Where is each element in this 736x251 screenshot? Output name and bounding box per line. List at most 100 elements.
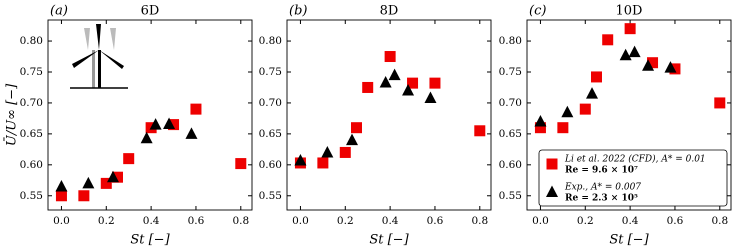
triangle-marker xyxy=(379,76,392,88)
x-tick-label: 0.0 xyxy=(292,215,309,227)
square-marker xyxy=(669,63,681,75)
square-marker xyxy=(168,119,180,131)
triangle-marker xyxy=(294,153,307,166)
square-marker xyxy=(647,57,659,69)
x-tick-label: 0.2 xyxy=(337,215,354,227)
plot-frame xyxy=(286,19,492,211)
triangle-marker xyxy=(149,118,162,130)
y-tick-label: 0.65 xyxy=(499,128,522,140)
x-tick-label: 0.6 xyxy=(667,215,684,227)
turbine-tower xyxy=(92,50,95,88)
triangle-marker xyxy=(140,131,153,144)
y-tick-label: 0.60 xyxy=(259,159,282,171)
x-tick-label: 0.8 xyxy=(232,215,249,227)
square-marker xyxy=(339,146,351,158)
y-tick-label: 0.70 xyxy=(259,97,282,109)
square-marker xyxy=(557,122,569,134)
triangle-marker xyxy=(388,68,401,81)
y-tick-label: 0.60 xyxy=(499,159,522,171)
x-tick-label: 0.4 xyxy=(143,215,160,227)
y-tick-label: 0.80 xyxy=(20,35,43,47)
triangle-marker xyxy=(619,48,632,61)
y-tick-label: 0.80 xyxy=(499,35,522,47)
square-marker xyxy=(624,23,636,35)
panel-label: (c) xyxy=(529,4,546,19)
square-marker xyxy=(350,122,362,134)
panel-label: (a) xyxy=(50,4,68,19)
triangle-marker xyxy=(534,114,547,127)
x-axis-label: St [−] xyxy=(369,233,409,248)
y-tick-label: 0.70 xyxy=(499,97,522,109)
y-tick-label: 0.60 xyxy=(20,159,43,171)
y-tick-label: 0.55 xyxy=(20,190,43,202)
turbine-icon xyxy=(70,24,128,89)
x-tick-label: 0.6 xyxy=(427,215,444,227)
y-tick-label: 0.55 xyxy=(259,190,282,202)
chart-title: 6D xyxy=(141,4,160,19)
triangle-marker xyxy=(586,87,599,99)
x-tick-label: 0.8 xyxy=(711,215,728,227)
triangle-marker xyxy=(82,176,95,189)
y-tick-label: 0.70 xyxy=(20,97,43,109)
legend-box xyxy=(538,149,728,207)
y-tick-label: 0.80 xyxy=(259,35,282,47)
x-tick-label: 0.0 xyxy=(532,215,549,227)
triangle-marker xyxy=(321,145,334,158)
square-marker xyxy=(602,34,614,46)
square-marker xyxy=(55,190,67,202)
triangle-marker xyxy=(185,127,198,139)
square-marker xyxy=(579,103,591,115)
plot-frame xyxy=(526,19,732,211)
legend-label: Re = 9.6 × 10⁷ xyxy=(565,166,638,176)
y-tick-label: 0.55 xyxy=(499,190,522,202)
square-marker xyxy=(362,81,374,93)
square-marker xyxy=(546,158,558,170)
square-marker xyxy=(317,157,329,169)
triangle-marker xyxy=(402,84,415,96)
square-marker xyxy=(714,97,726,109)
legend-label: Exp., A* = 0.007 xyxy=(564,183,641,193)
x-axis-label: St [−] xyxy=(130,233,170,248)
legend-label: Re = 2.3 × 10⁵ xyxy=(565,194,638,204)
triangle-marker xyxy=(642,59,655,71)
x-tick-label: 0.0 xyxy=(53,215,70,227)
y-tick-label: 0.75 xyxy=(20,66,43,78)
square-marker xyxy=(111,171,123,183)
x-tick-label: 0.8 xyxy=(471,215,488,227)
square-marker xyxy=(384,51,396,63)
y-axis-label: Ū/U∞ [−] xyxy=(4,83,20,146)
x-tick-label: 0.2 xyxy=(577,215,594,227)
y-tick-label: 0.75 xyxy=(259,66,282,78)
y-tick-label: 0.75 xyxy=(499,66,522,78)
chart-title: 10D xyxy=(616,4,643,19)
square-marker xyxy=(100,177,112,189)
plot-frame xyxy=(47,19,253,211)
square-marker xyxy=(78,190,90,202)
x-tick-label: 0.2 xyxy=(98,215,115,227)
square-marker xyxy=(407,77,419,89)
square-marker xyxy=(235,158,247,170)
triangle-marker xyxy=(55,179,68,192)
legend-label: Li et al. 2022 (CFD), A* = 0.01 xyxy=(564,154,706,165)
triangle-marker xyxy=(561,105,574,118)
x-tick-label: 0.4 xyxy=(382,215,399,227)
x-tick-label: 0.4 xyxy=(622,215,639,227)
panel-label: (b) xyxy=(289,4,307,19)
x-axis-label: St [−] xyxy=(609,233,649,248)
triangle-marker xyxy=(628,45,641,58)
square-marker xyxy=(190,103,202,115)
square-marker xyxy=(123,153,135,165)
triangle-marker xyxy=(424,91,437,103)
triangle-marker xyxy=(346,133,359,146)
y-tick-label: 0.65 xyxy=(259,128,282,140)
y-tick-label: 0.65 xyxy=(20,128,43,140)
triangle-marker xyxy=(664,61,677,73)
turbine-tower xyxy=(98,50,101,88)
turbine-blades xyxy=(72,24,124,69)
square-marker xyxy=(534,122,546,134)
triangle-marker xyxy=(546,185,558,197)
x-tick-label: 0.6 xyxy=(188,215,205,227)
chart-title: 8D xyxy=(380,4,399,19)
square-marker xyxy=(474,125,486,137)
